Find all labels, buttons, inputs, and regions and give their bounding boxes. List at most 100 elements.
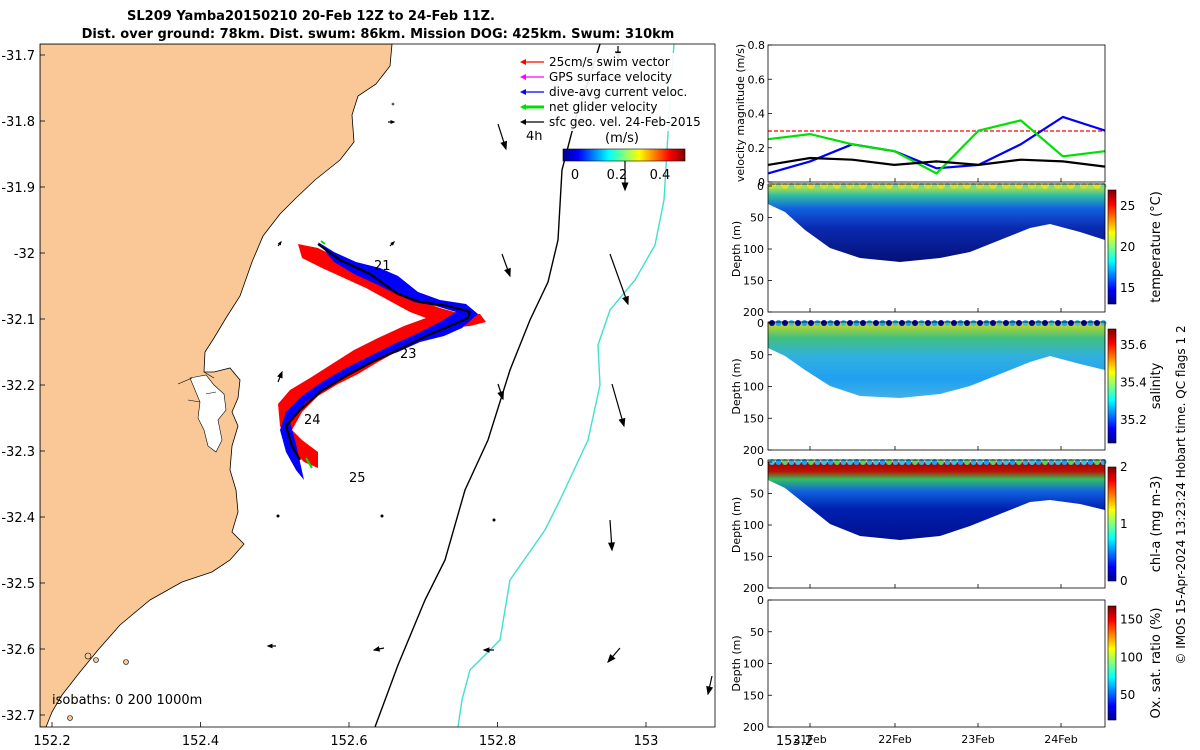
map-y-tick-label: -32 [14, 247, 35, 262]
sample-dot [970, 459, 977, 465]
sample-dot [873, 320, 879, 326]
sample-dot [775, 183, 782, 189]
sample-dot [1055, 183, 1061, 189]
sample-dot [847, 320, 853, 326]
speed-colorbar-label: (m/s) [605, 131, 639, 146]
chla-fill [768, 462, 1105, 540]
sample-dot [1061, 183, 1068, 189]
sample-dot [912, 459, 918, 465]
isobath-1000m [457, 44, 675, 727]
sample-dot [827, 183, 834, 189]
salinity-section [767, 320, 1107, 451]
map-y-tick-label: -32.1 [1, 313, 35, 328]
sample-dot [814, 320, 821, 326]
depth-tick-label: 150 [743, 551, 764, 564]
sample-dot [1074, 459, 1081, 465]
sample-dot [1061, 459, 1068, 465]
velocity-panel: 0 0.2 0.4 0.6 0.8 velocity magnitude (m/s) [734, 39, 1106, 189]
sample-dot [892, 459, 899, 465]
sample-dot [886, 183, 892, 189]
geo-velocity-point [276, 514, 280, 518]
sample-dot [944, 183, 951, 189]
sample-dot [821, 183, 827, 189]
sample-dot [814, 459, 821, 465]
velocity-ylabel: velocity magnitude (m/s) [734, 44, 747, 182]
depth-axis-label: Depth (m) [730, 358, 743, 414]
chla-colorbar-tick: 0 [1120, 574, 1128, 588]
sample-dot [1055, 320, 1061, 326]
geo-velocity-arrowhead [372, 646, 381, 652]
day-label: 4h [526, 129, 543, 144]
sample-dot [808, 183, 814, 189]
velocity-tick-label: 0.8 [748, 39, 766, 52]
legend-label: GPS surface velocity [549, 70, 672, 84]
isobath-label: isobaths: 0 200 1000m [52, 693, 202, 708]
map-x-tick-label: 152.2 [33, 734, 70, 749]
legend-label: net glider velocity [549, 100, 657, 114]
sample-dot [808, 320, 814, 326]
sample-dot [827, 459, 834, 465]
sample-dot [847, 459, 853, 465]
sample-dot [951, 459, 957, 465]
sample-dot [970, 183, 977, 189]
depth-tick-label: 150 [743, 275, 764, 288]
sample-dot [1009, 459, 1016, 465]
depth-tick-label: 100 [743, 658, 764, 671]
legend-label: sfc geo. vel. 24-Feb-2015 [549, 115, 701, 129]
map-y-tick-label: -32.4 [1, 511, 35, 526]
temperature-colorbar-tick: 15 [1120, 281, 1135, 295]
chla-section [767, 459, 1107, 589]
sample-dot [938, 320, 944, 326]
sample-dot [1022, 459, 1029, 465]
map-y-tick-label: -31.7 [1, 49, 35, 64]
sample-dot [1081, 183, 1087, 189]
sample-dot [996, 459, 1003, 465]
sample-dot [983, 320, 990, 326]
depth-tick-label: 200 [743, 721, 764, 734]
estuary [189, 374, 227, 453]
sample-dot [866, 183, 873, 189]
sample-dot [1061, 320, 1068, 326]
sample-dot [801, 459, 808, 465]
day-label: 24 [304, 413, 321, 428]
depth-tick-label: 50 [750, 626, 764, 639]
salinity-colorbar-tick: 35.4 [1120, 376, 1147, 390]
sample-dot [1068, 459, 1074, 465]
sample-dot [951, 183, 957, 189]
sample-dot [977, 183, 983, 189]
sample-dot [957, 459, 964, 465]
sample-dot [964, 183, 970, 189]
day-label: 23 [400, 347, 417, 362]
sample-dot [957, 320, 964, 326]
sample-dot [970, 320, 977, 326]
velocity-series-line [767, 115, 1106, 175]
net-glider-track [284, 243, 472, 461]
sample-dot [821, 320, 827, 326]
sample-dot [886, 320, 892, 326]
chla-colorbar-label: chl-a (mg m-3) [1149, 476, 1164, 573]
geo-velocity-arrowhead [497, 390, 504, 401]
map-axes: 152.2 152.4 152.6 152.8 153 153.2 -31.7 -31.8 -3… [1, 49, 813, 749]
sample-dot [944, 320, 951, 326]
sample-dot [795, 320, 801, 326]
sample-dot [801, 183, 808, 189]
sample-dot [860, 320, 866, 326]
sample-dot [977, 320, 983, 326]
salinity-colorbar [1107, 328, 1117, 444]
sample-dot [834, 183, 840, 189]
legend-arrowhead [520, 119, 526, 125]
sample-dot [866, 320, 873, 326]
date-tick-label: 22Feb [878, 733, 911, 746]
velocity-series-line [767, 119, 1106, 175]
geo-velocity-arrow [609, 253, 629, 305]
sample-dot [801, 320, 808, 326]
speed-colorbar: (m/s) 0 0.2 0.4 [562, 131, 686, 183]
oxsat-colorbar-tick: 100 [1120, 650, 1143, 664]
net-velocity-marks [305, 240, 326, 469]
sample-dot [905, 459, 912, 465]
estuary-channel [177, 371, 217, 403]
depth-tick-label: 200 [743, 444, 764, 457]
depth-tick-label: 0 [757, 594, 764, 607]
sample-dot [834, 459, 840, 465]
